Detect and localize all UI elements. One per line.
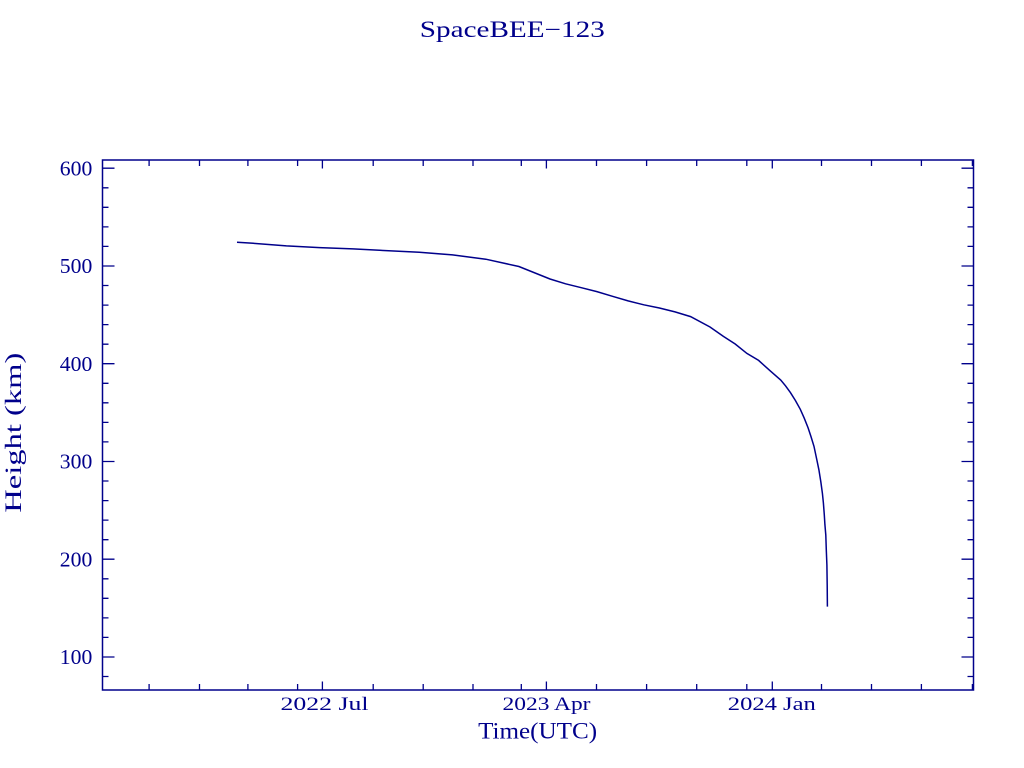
svg-text:2023 Apr: 2023 Apr: [503, 695, 591, 715]
svg-text:SpaceBEE−123: SpaceBEE−123: [420, 17, 605, 42]
svg-text:100: 100: [60, 645, 93, 669]
svg-text:500: 500: [60, 254, 93, 278]
svg-text:2022 Jul: 2022 Jul: [281, 695, 369, 715]
svg-text:600: 600: [60, 156, 93, 180]
svg-text:200: 200: [60, 547, 93, 571]
svg-text:Height (km): Height (km): [1, 353, 26, 513]
svg-text:2024 Jan: 2024 Jan: [728, 695, 816, 715]
svg-text:300: 300: [60, 450, 93, 474]
svg-text:400: 400: [60, 352, 93, 376]
svg-text:Time(UTC): Time(UTC): [478, 718, 597, 743]
